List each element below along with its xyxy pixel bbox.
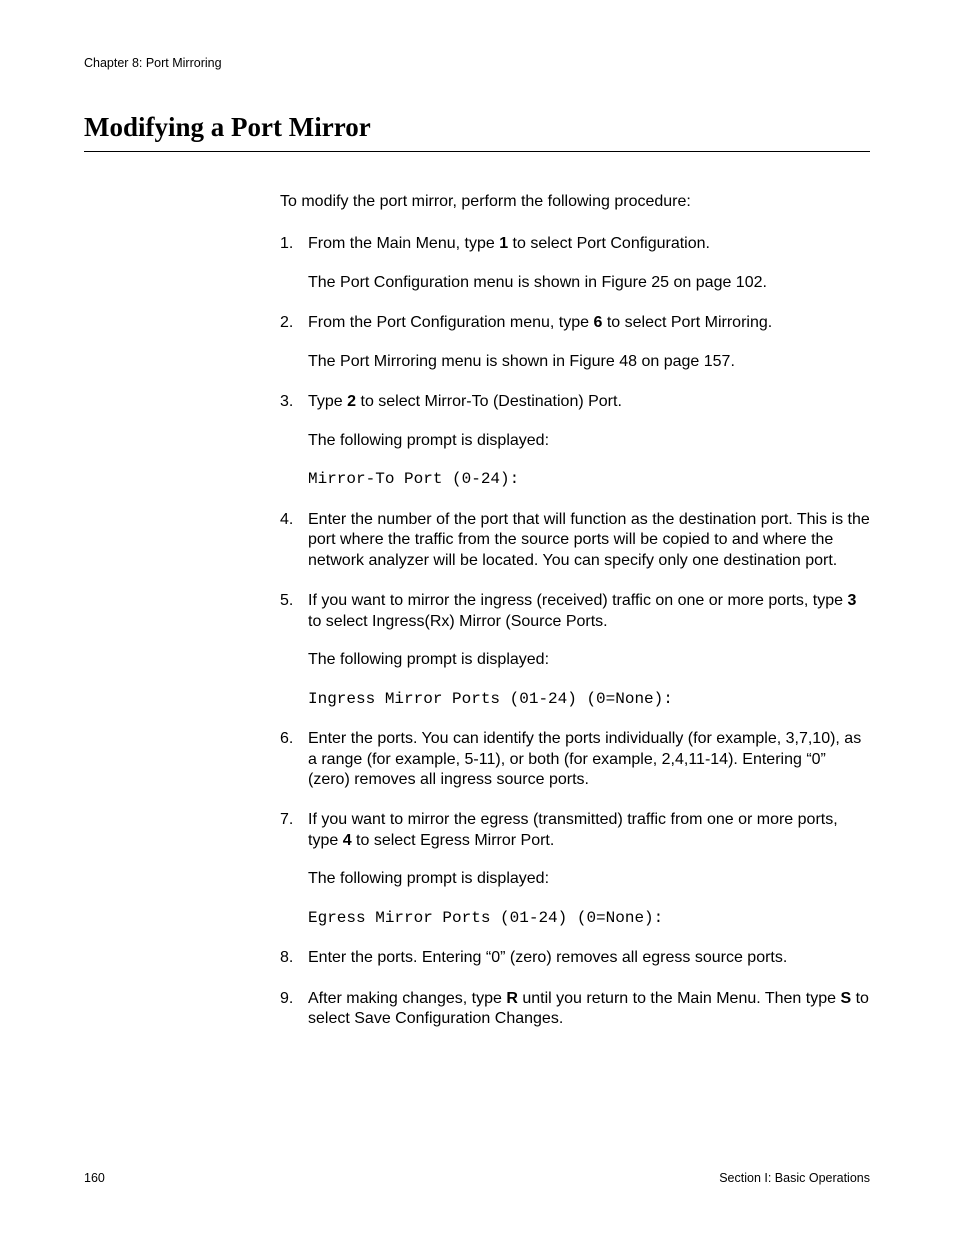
step-6: Enter the ports. You can identify the po… — [280, 729, 870, 790]
running-header: Chapter 8: Port Mirroring — [84, 56, 870, 70]
key-s: S — [840, 990, 851, 1007]
step-text: Type 2 to select Mirror-To (Destination)… — [308, 392, 870, 412]
step-9: After making changes, type R until you r… — [280, 989, 870, 1030]
section-title: Modifying a Port Mirror — [84, 112, 870, 147]
prompt-egress: Egress Mirror Ports (01-24) (0=None): — [308, 908, 870, 928]
section-label: Section I: Basic Operations — [719, 1171, 870, 1185]
key-2: 2 — [347, 393, 356, 410]
title-rule — [84, 151, 870, 152]
step-7: If you want to mirror the egress (transm… — [280, 810, 870, 928]
prompt-mirror-to: Mirror-To Port (0-24): — [308, 469, 870, 489]
page-number: 160 — [84, 1171, 105, 1185]
step-text: If you want to mirror the ingress (recei… — [308, 591, 870, 632]
key-1: 1 — [499, 235, 508, 252]
step-text: If you want to mirror the egress (transm… — [308, 810, 870, 851]
key-3: 3 — [847, 592, 856, 609]
step-text: Enter the ports. You can identify the po… — [308, 729, 870, 790]
step-5: If you want to mirror the ingress (recei… — [280, 591, 870, 709]
page-container: Chapter 8: Port Mirroring Modifying a Po… — [0, 0, 954, 1235]
step-prompt-label: The following prompt is displayed: — [308, 869, 870, 889]
step-result: The Port Mirroring menu is shown in Figu… — [308, 352, 870, 372]
page-footer: 160 Section I: Basic Operations — [84, 1171, 870, 1185]
prompt-ingress: Ingress Mirror Ports (01-24) (0=None): — [308, 689, 870, 709]
step-text: From the Main Menu, type 1 to select Por… — [308, 234, 870, 254]
steps-list: From the Main Menu, type 1 to select Por… — [280, 234, 870, 1029]
step-2: From the Port Configuration menu, type 6… — [280, 313, 870, 372]
step-3: Type 2 to select Mirror-To (Destination)… — [280, 392, 870, 489]
step-text: From the Port Configuration menu, type 6… — [308, 313, 870, 333]
step-text: After making changes, type R until you r… — [308, 989, 870, 1030]
key-r: R — [506, 990, 518, 1007]
body-content: To modify the port mirror, perform the f… — [280, 192, 870, 1030]
step-8: Enter the ports. Entering “0” (zero) rem… — [280, 948, 870, 968]
intro-paragraph: To modify the port mirror, perform the f… — [280, 192, 870, 212]
step-4: Enter the number of the port that will f… — [280, 510, 870, 571]
step-1: From the Main Menu, type 1 to select Por… — [280, 234, 870, 293]
key-4: 4 — [343, 832, 352, 849]
step-prompt-label: The following prompt is displayed: — [308, 431, 870, 451]
step-result: The Port Configuration menu is shown in … — [308, 273, 870, 293]
step-prompt-label: The following prompt is displayed: — [308, 650, 870, 670]
step-text: Enter the number of the port that will f… — [308, 510, 870, 571]
step-text: Enter the ports. Entering “0” (zero) rem… — [308, 948, 870, 968]
